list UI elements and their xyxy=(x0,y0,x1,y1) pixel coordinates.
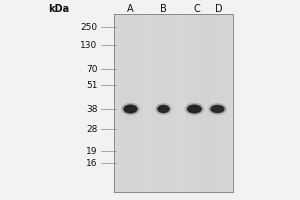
Text: 130: 130 xyxy=(80,40,98,49)
Text: 70: 70 xyxy=(86,64,98,73)
Ellipse shape xyxy=(208,103,227,115)
Bar xyxy=(207,14,231,192)
Text: 16: 16 xyxy=(86,158,98,168)
Text: 28: 28 xyxy=(86,124,98,134)
Bar xyxy=(152,14,176,192)
Text: 250: 250 xyxy=(80,22,98,31)
Ellipse shape xyxy=(121,103,140,115)
Ellipse shape xyxy=(155,103,172,115)
Text: 51: 51 xyxy=(86,81,98,90)
Ellipse shape xyxy=(187,104,202,114)
Text: 38: 38 xyxy=(86,104,98,114)
Ellipse shape xyxy=(157,105,170,113)
Text: kDa: kDa xyxy=(48,4,69,14)
Text: D: D xyxy=(215,4,223,14)
Text: B: B xyxy=(160,4,167,14)
Ellipse shape xyxy=(123,104,138,114)
Bar xyxy=(114,14,232,192)
Ellipse shape xyxy=(210,105,225,113)
Bar xyxy=(114,14,232,192)
Text: C: C xyxy=(193,4,200,14)
Bar xyxy=(118,14,142,192)
Text: 19: 19 xyxy=(86,146,98,156)
Ellipse shape xyxy=(184,103,204,115)
Bar xyxy=(184,14,208,192)
Text: A: A xyxy=(127,4,134,14)
